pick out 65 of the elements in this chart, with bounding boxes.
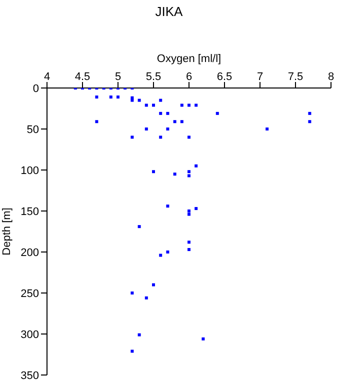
point [188,212,190,216]
point [159,254,162,257]
y-tick-label: 350 [20,370,39,382]
point [138,98,141,102]
y-tick-label: 100 [20,164,39,177]
point [144,128,148,130]
point [95,96,98,99]
point [188,174,190,178]
x-tick-label: 4 [44,71,50,83]
x-tick-label: 6.5 [216,71,232,83]
point [188,136,190,139]
point [130,292,134,294]
point [216,112,219,115]
point [159,112,162,115]
x-tick-label: 5.5 [146,71,162,83]
point [308,120,312,124]
point [166,250,170,254]
x-tick-label: 7.5 [288,71,304,83]
point [109,96,112,99]
point [194,164,198,168]
chart-title: JIKA [154,4,184,19]
point [130,350,134,353]
point [202,337,205,340]
point [144,296,148,300]
point [166,204,170,208]
y-axis-title: Depth [m] [0,208,13,256]
point [166,128,170,130]
point [152,104,155,107]
point [130,96,134,100]
point [188,104,190,107]
point [308,112,312,115]
x-tick-label: 7 [256,71,264,83]
x-axis-title: Oxygen [ml/l] [156,52,222,65]
point [138,333,141,336]
point [116,96,120,99]
x-tick-label: 8 [328,71,334,83]
point [152,170,155,174]
point [266,128,269,130]
x-tick-label: 5 [114,71,122,83]
point [159,136,162,139]
point [173,172,176,176]
y-tick-label: 200 [20,246,39,259]
point [159,98,162,102]
point [188,248,190,252]
point [180,120,184,124]
y-tick-label: 150 [20,206,39,218]
x-tick-label: 6 [186,71,192,83]
point [194,104,198,107]
point [95,120,98,124]
y-tick-label: 300 [20,328,39,341]
point [188,170,190,174]
point [173,120,176,124]
x-tick-label: 4.5 [74,71,90,83]
y-tick-label: 0 [32,82,39,95]
point [130,136,134,139]
point [138,225,141,228]
point [152,283,155,286]
point [180,104,184,107]
point [166,112,170,115]
y-tick-label: 50 [26,124,39,136]
point [144,104,148,107]
point [188,210,190,212]
y-tick-label: 250 [20,288,39,300]
point [194,207,198,210]
point [188,240,190,244]
